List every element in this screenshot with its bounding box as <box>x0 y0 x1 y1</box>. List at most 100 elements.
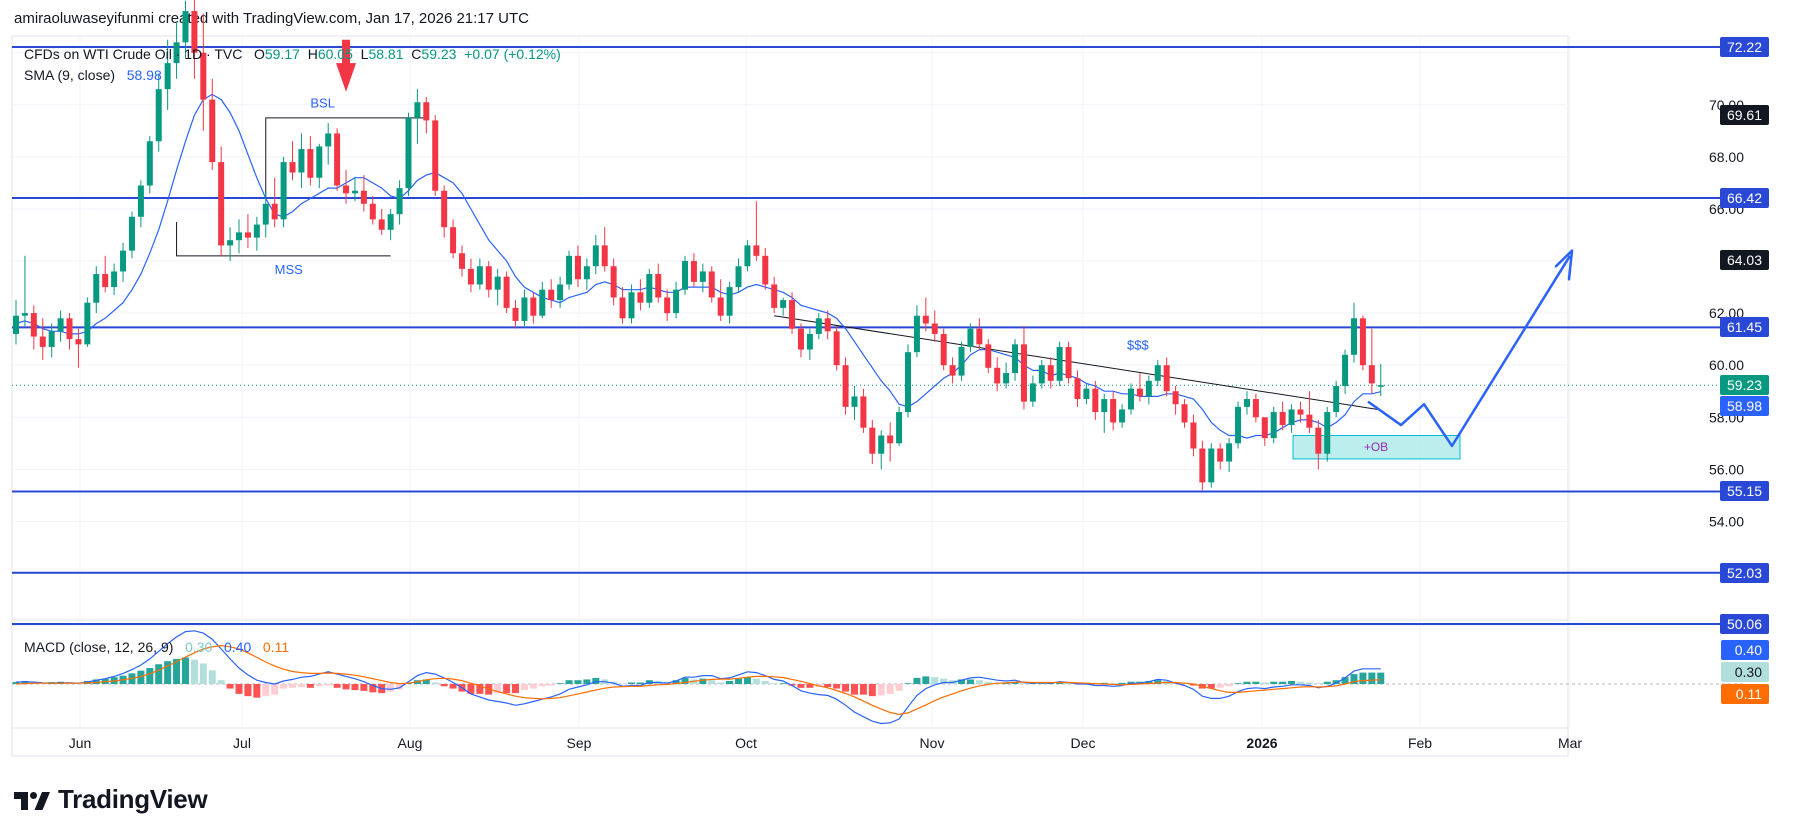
candle-body <box>1181 404 1188 423</box>
candle-body <box>1252 399 1259 418</box>
candle <box>1306 391 1313 433</box>
macd-histogram-bar <box>761 680 769 684</box>
candle-body <box>459 253 465 269</box>
macd-histogram-bar <box>1368 672 1376 684</box>
candle <box>806 328 813 360</box>
candle-body <box>57 318 64 332</box>
order-block-label: +OB <box>1364 440 1388 454</box>
macd-histogram-bar <box>1207 684 1215 689</box>
candle-body <box>173 42 180 64</box>
candle-body <box>1020 344 1027 402</box>
open-label: O <box>254 46 265 62</box>
candle <box>1020 326 1027 410</box>
macd-histogram-bar <box>217 680 225 684</box>
candle-body <box>1226 443 1233 462</box>
close-value: 59.23 <box>421 46 457 62</box>
candle <box>30 305 37 350</box>
macd-histogram-bar <box>850 684 858 695</box>
candle <box>896 406 903 446</box>
candle <box>628 284 635 324</box>
candle-body <box>325 133 332 147</box>
macd-histogram-bar <box>324 684 332 686</box>
candle-body <box>824 318 831 332</box>
candle-body <box>298 149 305 173</box>
macd-histogram-bar <box>913 677 921 684</box>
candle-body <box>227 240 234 246</box>
candle <box>1226 438 1233 472</box>
chart-credit-text: amiraoluwaseyifunmi created with Trading… <box>14 10 529 27</box>
candle <box>1270 406 1277 444</box>
candle-body <box>289 162 296 173</box>
candle <box>1342 349 1349 394</box>
candle <box>1136 372 1143 402</box>
candle <box>316 143 323 189</box>
macd-histogram-bar <box>788 684 796 686</box>
candle <box>227 227 234 262</box>
candle-body <box>1243 399 1250 407</box>
candle <box>744 240 751 272</box>
macd-value-tag: 0.30 <box>1721 662 1769 682</box>
candle-body <box>931 323 938 334</box>
tradingview-logo[interactable]: TradingView <box>14 784 208 815</box>
macd-histogram-bar <box>975 680 983 684</box>
order-block-box <box>1292 434 1461 460</box>
macd-histogram-bar <box>244 684 252 697</box>
symbol-name[interactable]: CFDs on WTI Crude Oil · 1D · TVC <box>24 46 243 62</box>
candle-body <box>1012 344 1019 373</box>
candle-body <box>253 224 260 238</box>
candle <box>325 123 332 165</box>
candle <box>137 180 144 228</box>
price-axis-label: 56.00 <box>1709 461 1744 477</box>
tradingview-logo-icon <box>14 791 50 810</box>
candle-body <box>414 102 421 118</box>
price-axis-label: 60.00 <box>1709 357 1744 373</box>
macd-histogram-bar <box>1314 683 1322 684</box>
candle <box>530 292 537 324</box>
macd-histogram-bar <box>529 684 537 689</box>
candle-body <box>48 331 55 347</box>
candle <box>432 115 439 196</box>
candle <box>682 255 688 295</box>
annotations-layer: BSL MSS $$$ +OB <box>176 39 1574 460</box>
candle <box>343 169 350 204</box>
macd-line-value: 0.40 <box>223 639 252 655</box>
candle-body <box>913 315 920 353</box>
candle <box>592 234 599 275</box>
descending-trendline <box>774 315 1379 410</box>
candle-body <box>476 266 483 285</box>
candle-body <box>155 89 162 142</box>
candle-body <box>530 297 537 316</box>
sma-label[interactable]: SMA (9, close) <box>24 67 116 83</box>
candle-body <box>682 261 688 290</box>
macd-histogram-bar <box>173 658 181 684</box>
candle-body <box>1029 383 1036 402</box>
candle <box>253 216 260 251</box>
macd-histogram-bar <box>396 684 404 690</box>
candle <box>423 96 430 134</box>
macd-label[interactable]: MACD (close, 12, 26, 9) <box>24 639 174 655</box>
candle <box>548 279 555 308</box>
candle <box>574 245 581 288</box>
candle <box>1101 393 1108 433</box>
change-value: +0.07 (+0.12%) <box>464 46 561 62</box>
candle <box>1163 357 1170 397</box>
macd-histogram-bar <box>735 678 743 684</box>
macd-histogram-bar <box>931 677 939 684</box>
candle <box>84 297 91 347</box>
candle-body <box>485 266 492 290</box>
candle-body <box>1368 365 1375 384</box>
macd-histogram-bar <box>342 684 350 690</box>
candle-body <box>574 255 581 280</box>
candle <box>655 263 662 303</box>
candle <box>637 279 644 311</box>
candle-body <box>467 268 474 285</box>
macd-histogram-bar <box>280 684 288 689</box>
macd-histogram-bar <box>1225 684 1233 687</box>
candle-body <box>1351 318 1357 355</box>
macd-histogram-bar <box>1305 682 1313 684</box>
candle-body <box>343 185 350 194</box>
candle-body <box>271 203 278 220</box>
macd-histogram-bar <box>199 663 207 684</box>
macd-histogram-bar <box>877 684 885 696</box>
